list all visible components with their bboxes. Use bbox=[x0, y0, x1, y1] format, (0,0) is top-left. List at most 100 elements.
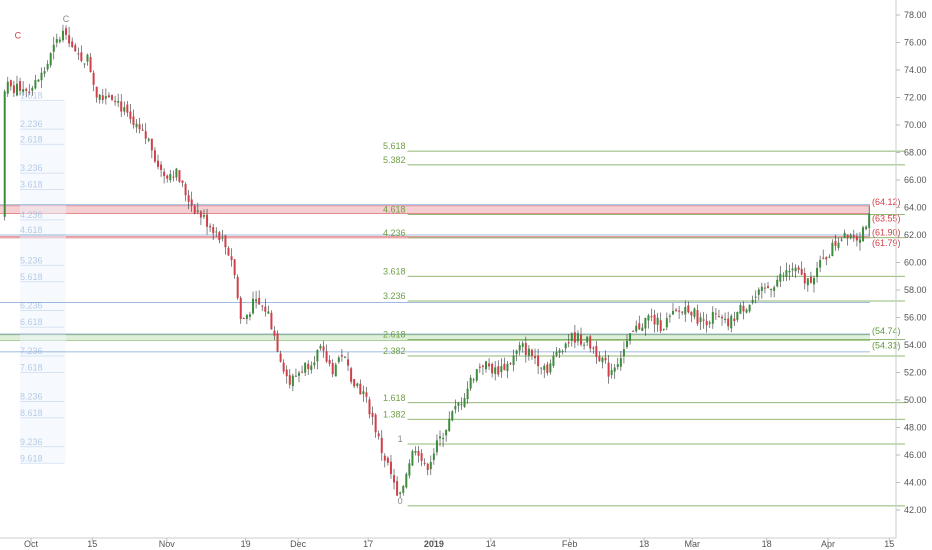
candle-body bbox=[862, 227, 865, 242]
y-tick-label: 58.00 bbox=[904, 285, 927, 295]
candle-body bbox=[52, 44, 55, 52]
candle-body bbox=[261, 305, 264, 307]
x-tick-label: 19 bbox=[241, 539, 251, 549]
candle-body bbox=[506, 363, 509, 372]
x-tick-label: Oct bbox=[24, 539, 39, 549]
candle-body bbox=[156, 160, 159, 167]
candle-body bbox=[212, 227, 215, 234]
candle-body bbox=[353, 379, 356, 387]
y-tick-label: 68.00 bbox=[904, 148, 927, 158]
candle-body bbox=[104, 96, 107, 99]
candle-body bbox=[515, 350, 518, 355]
candle-body bbox=[702, 319, 705, 321]
candle-body bbox=[417, 451, 420, 456]
y-tick-label: 74.00 bbox=[904, 65, 927, 75]
right-fib-label: 0 bbox=[398, 496, 403, 506]
candle-body bbox=[117, 101, 120, 103]
candle-body bbox=[739, 304, 742, 314]
candle-body bbox=[684, 307, 687, 315]
x-tick-label: 15 bbox=[87, 539, 97, 549]
candle-body bbox=[83, 63, 86, 65]
candle-body bbox=[362, 391, 365, 395]
candle-body bbox=[169, 174, 172, 180]
candle-body bbox=[307, 363, 310, 370]
candle-body bbox=[3, 91, 6, 217]
candle-body bbox=[166, 175, 169, 179]
candle-body bbox=[742, 305, 745, 312]
candle-body bbox=[736, 312, 739, 320]
candle-body bbox=[503, 363, 506, 371]
candle-body bbox=[252, 298, 255, 314]
candle-body bbox=[230, 256, 233, 260]
candle-body bbox=[150, 138, 153, 151]
candle-body bbox=[356, 383, 359, 387]
y-tick-label: 76.00 bbox=[904, 38, 927, 48]
y-tick-label: 66.00 bbox=[904, 175, 927, 185]
candle-body bbox=[650, 316, 653, 318]
candle-body bbox=[264, 306, 267, 312]
right-fib-label: 4.236 bbox=[383, 228, 406, 238]
left-fib-label: 5.236 bbox=[20, 255, 43, 265]
x-tick-label: Apr bbox=[821, 539, 835, 549]
candle-body bbox=[328, 359, 331, 364]
candle-body bbox=[576, 333, 579, 342]
x-tick-label: Dec bbox=[290, 539, 307, 549]
candle-body bbox=[55, 39, 58, 43]
candle-body bbox=[37, 79, 40, 82]
candle-body bbox=[114, 100, 117, 103]
right-fib-label: 1.618 bbox=[383, 393, 406, 403]
x-tick-label: 18 bbox=[639, 539, 649, 549]
candle-body bbox=[822, 257, 825, 259]
zone-price-label: (63.55) bbox=[872, 214, 901, 224]
candle-body bbox=[488, 363, 491, 367]
candle-body bbox=[374, 414, 377, 433]
candle-body bbox=[368, 399, 371, 415]
candle-body bbox=[846, 234, 849, 238]
candle-body bbox=[671, 311, 674, 315]
candle-body bbox=[61, 30, 64, 41]
candle-body bbox=[785, 270, 788, 278]
y-axis: 42.00 44.00 46.00 48.00 50.00 52.00 54.00 56.00… bbox=[896, 10, 927, 515]
candle-body bbox=[708, 322, 711, 324]
candle-body bbox=[248, 314, 251, 317]
candle-body bbox=[193, 205, 196, 214]
candle-body bbox=[199, 211, 202, 218]
candle-body bbox=[68, 35, 71, 44]
y-tick-label: 72.00 bbox=[904, 93, 927, 103]
y-tick-label: 62.00 bbox=[904, 230, 927, 240]
candle-body bbox=[580, 334, 583, 345]
candle-body bbox=[126, 104, 129, 113]
candle-body bbox=[782, 275, 785, 277]
candle-body bbox=[546, 364, 549, 374]
left-fib-label: 4.618 bbox=[20, 225, 43, 235]
left-fib-label: 6.618 bbox=[20, 317, 43, 327]
candle-body bbox=[43, 71, 46, 74]
left-fib-label: 5.618 bbox=[20, 272, 43, 282]
candle-body bbox=[705, 320, 708, 326]
left-fib-label: 9.236 bbox=[20, 437, 43, 447]
candle-body bbox=[481, 365, 484, 367]
candle-body bbox=[837, 242, 840, 248]
candle-body bbox=[163, 171, 166, 177]
candle-body bbox=[175, 168, 178, 178]
candle-body bbox=[788, 270, 791, 273]
candle-body bbox=[537, 355, 540, 367]
candle-body bbox=[236, 276, 239, 298]
candle-body bbox=[435, 440, 438, 453]
candle-body bbox=[429, 461, 432, 470]
candle-body bbox=[206, 214, 209, 227]
candle-body bbox=[49, 53, 52, 66]
candle-body bbox=[733, 318, 736, 322]
candle-body bbox=[555, 351, 558, 356]
candle-body bbox=[549, 363, 552, 373]
candle-body bbox=[687, 305, 690, 313]
candle-body bbox=[22, 89, 25, 93]
zone-price-label: (64.12) bbox=[872, 197, 901, 207]
candle-body bbox=[402, 486, 405, 493]
candle-body bbox=[776, 279, 779, 287]
candle-body bbox=[313, 362, 316, 366]
candle-body bbox=[497, 366, 500, 375]
candle-body bbox=[301, 371, 304, 373]
